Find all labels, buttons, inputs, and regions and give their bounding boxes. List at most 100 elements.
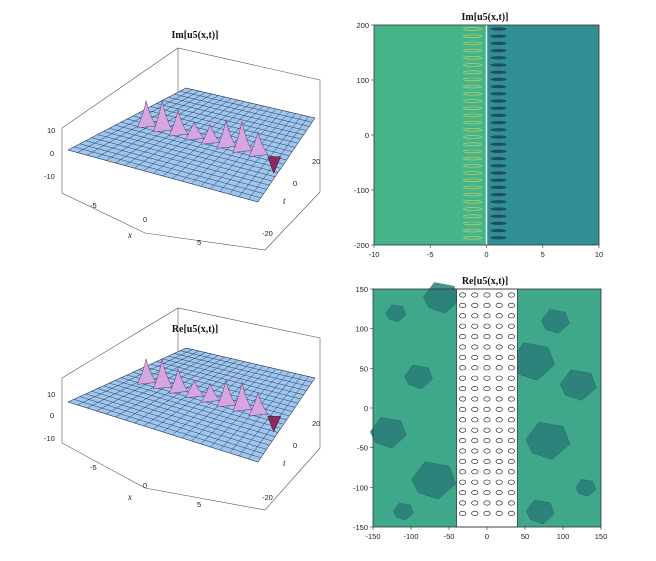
band-contour bbox=[495, 500, 503, 506]
x-tick-label: 50 bbox=[521, 532, 529, 541]
re-surface-box bbox=[61, 307, 321, 511]
surface-trough bbox=[267, 416, 282, 433]
contour-line bbox=[463, 48, 482, 53]
band-contour bbox=[483, 344, 491, 350]
band-contour bbox=[495, 490, 503, 496]
x-tick-label: -150 bbox=[365, 532, 380, 541]
contour-line bbox=[463, 113, 482, 118]
band-contour bbox=[459, 448, 467, 454]
band-contour bbox=[483, 448, 491, 454]
surface-peak bbox=[248, 131, 269, 157]
x-tick-label: -10 bbox=[369, 250, 380, 259]
band-contour bbox=[495, 396, 503, 402]
surface-trough bbox=[267, 156, 282, 174]
band-contour bbox=[507, 417, 515, 423]
band-contour bbox=[459, 292, 467, 298]
band-contour bbox=[459, 406, 467, 412]
surface-peak bbox=[232, 120, 253, 153]
band-contour bbox=[507, 313, 515, 319]
band-contour bbox=[459, 354, 467, 360]
contour-dark-streak bbox=[490, 41, 507, 46]
band-contour bbox=[495, 479, 503, 485]
contour-line bbox=[463, 34, 482, 38]
contour-line bbox=[463, 106, 482, 110]
re-z-tick-mid: 0 bbox=[50, 411, 54, 420]
band-contour bbox=[471, 510, 479, 516]
band-contour bbox=[483, 323, 491, 329]
x-tick-label: 150 bbox=[595, 532, 608, 541]
contour-line bbox=[463, 178, 482, 182]
im-x-tick-3: 5 bbox=[197, 238, 201, 247]
surface-peak bbox=[248, 392, 269, 417]
band-contour bbox=[483, 500, 491, 506]
band-contour bbox=[483, 406, 491, 412]
contour-dark-streak bbox=[490, 85, 507, 89]
im-x-tick-2: 0 bbox=[143, 215, 147, 224]
band-contour bbox=[483, 469, 491, 475]
grid-line bbox=[144, 109, 296, 148]
band-contour bbox=[507, 344, 515, 350]
band-contour bbox=[459, 458, 467, 464]
contour-line bbox=[463, 207, 482, 211]
band-contour bbox=[471, 490, 479, 496]
surface-peak bbox=[168, 109, 189, 137]
x-tick-label: 10 bbox=[595, 250, 603, 259]
band-contour bbox=[495, 334, 503, 340]
x-tick-label: 100 bbox=[557, 532, 570, 541]
contour-line bbox=[463, 99, 482, 103]
grid-line bbox=[174, 353, 310, 387]
contour-dark-streak bbox=[490, 106, 507, 110]
im-contour-title: Im[u5(x,t)] bbox=[462, 12, 509, 23]
re-x-label: x bbox=[127, 492, 132, 502]
contour-dark-streak bbox=[490, 92, 507, 96]
contour-dark-streak bbox=[490, 56, 507, 60]
contour-line bbox=[463, 156, 482, 161]
band-contour bbox=[495, 292, 503, 298]
band-contour bbox=[471, 386, 479, 392]
contour-patch bbox=[525, 421, 571, 460]
surface-peak bbox=[136, 358, 157, 385]
im-surface-chart: Im[u5(x,t)] 10 0 -10 -5 0 5 x 20 0 -20 t bbox=[44, 30, 320, 251]
band-contour bbox=[471, 438, 479, 444]
im-t-tick-1: 20 bbox=[312, 157, 320, 166]
band-contour bbox=[507, 396, 515, 402]
band-contour bbox=[507, 323, 515, 329]
contour-line bbox=[463, 214, 482, 218]
band-contour bbox=[495, 427, 503, 433]
contour-dark-streak bbox=[490, 229, 507, 233]
contour-line bbox=[463, 221, 482, 226]
band-contour bbox=[483, 313, 491, 319]
x-tick-label: -50 bbox=[444, 532, 455, 541]
band-contour bbox=[471, 313, 479, 319]
re-surface-plane bbox=[67, 347, 316, 463]
band-contour bbox=[507, 500, 515, 506]
y-tick-label: -50 bbox=[357, 444, 368, 453]
band-contour bbox=[495, 406, 503, 412]
band-contour bbox=[483, 438, 491, 444]
band-contour bbox=[507, 510, 515, 516]
band-contour bbox=[471, 417, 479, 423]
contour-patch bbox=[369, 417, 407, 449]
re-t-tick-3: -20 bbox=[262, 493, 273, 502]
re-x-tick-2: 0 bbox=[143, 481, 147, 490]
band-contour bbox=[495, 448, 503, 454]
contour-line bbox=[463, 70, 482, 74]
grid-line bbox=[150, 106, 298, 144]
re-contour-patches bbox=[369, 282, 597, 524]
band-contour bbox=[459, 365, 467, 371]
grid-line bbox=[144, 366, 296, 408]
surface-peak bbox=[184, 379, 205, 399]
contour-dark-streak bbox=[490, 171, 507, 175]
band-contour bbox=[483, 458, 491, 464]
band-contour bbox=[483, 365, 491, 371]
contour-dark-streak bbox=[490, 113, 507, 117]
band-contour bbox=[471, 479, 479, 485]
re-x-tick-3: 5 bbox=[197, 500, 201, 509]
band-contour bbox=[507, 438, 515, 444]
x-tick-label: -5 bbox=[427, 250, 434, 259]
band-contour bbox=[495, 323, 503, 329]
im-surface-spikes bbox=[136, 99, 282, 174]
contour-dark-streak bbox=[490, 200, 507, 204]
x-tick-label: 5 bbox=[541, 250, 545, 259]
